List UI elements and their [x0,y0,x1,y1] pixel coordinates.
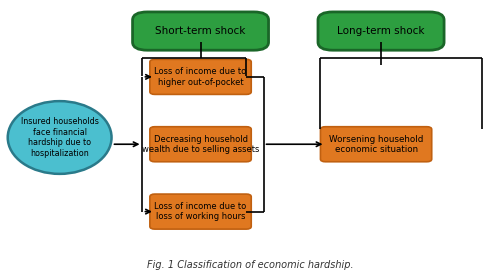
Text: Long-term shock: Long-term shock [338,26,425,36]
Text: Loss of income due to
loss of working hours: Loss of income due to loss of working ho… [154,202,246,221]
Text: Fig. 1 Classification of economic hardship.: Fig. 1 Classification of economic hardsh… [146,260,354,270]
Text: Worsening household
economic situation: Worsening household economic situation [329,134,424,154]
Ellipse shape [8,101,112,174]
FancyBboxPatch shape [150,127,251,162]
FancyBboxPatch shape [150,194,251,229]
Text: Loss of income due to
higher out-of-pocket: Loss of income due to higher out-of-pock… [154,67,246,87]
Text: Short-term shock: Short-term shock [156,26,246,36]
Text: Insured households
face financial
hardship due to
hospitalization: Insured households face financial hardsh… [20,117,98,158]
FancyBboxPatch shape [320,127,432,162]
FancyBboxPatch shape [150,59,251,94]
FancyBboxPatch shape [318,12,444,50]
Text: Decreasing household
wealth due to selling assets: Decreasing household wealth due to selli… [142,134,259,154]
FancyBboxPatch shape [132,12,268,50]
